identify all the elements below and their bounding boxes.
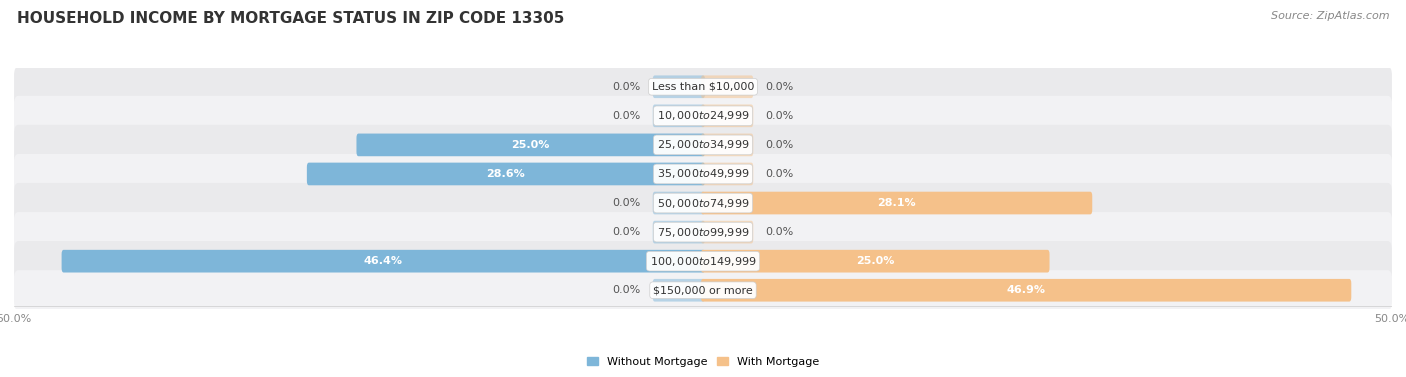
FancyBboxPatch shape [702,133,754,156]
Text: 0.0%: 0.0% [765,111,793,121]
Text: $100,000 to $149,999: $100,000 to $149,999 [650,255,756,268]
FancyBboxPatch shape [702,162,754,185]
FancyBboxPatch shape [652,192,704,215]
Text: 0.0%: 0.0% [765,140,793,150]
FancyBboxPatch shape [14,67,1392,107]
Text: HOUSEHOLD INCOME BY MORTGAGE STATUS IN ZIP CODE 13305: HOUSEHOLD INCOME BY MORTGAGE STATUS IN Z… [17,11,564,26]
Text: 0.0%: 0.0% [765,169,793,179]
Text: 25.0%: 25.0% [512,140,550,150]
FancyBboxPatch shape [62,250,704,273]
FancyBboxPatch shape [14,270,1392,310]
FancyBboxPatch shape [14,96,1392,136]
Text: 46.9%: 46.9% [1007,285,1046,295]
Text: $35,000 to $49,999: $35,000 to $49,999 [657,167,749,181]
Text: 0.0%: 0.0% [613,82,641,92]
Text: Source: ZipAtlas.com: Source: ZipAtlas.com [1271,11,1389,21]
FancyBboxPatch shape [702,75,754,98]
FancyBboxPatch shape [14,241,1392,281]
FancyBboxPatch shape [14,183,1392,223]
Text: 28.6%: 28.6% [486,169,526,179]
Text: 0.0%: 0.0% [765,82,793,92]
Text: $75,000 to $99,999: $75,000 to $99,999 [657,225,749,239]
Text: 28.1%: 28.1% [877,198,915,208]
FancyBboxPatch shape [357,133,704,156]
Text: 0.0%: 0.0% [613,227,641,237]
FancyBboxPatch shape [652,279,704,302]
FancyBboxPatch shape [652,221,704,244]
FancyBboxPatch shape [652,75,704,98]
FancyBboxPatch shape [702,192,1092,215]
FancyBboxPatch shape [307,162,704,185]
Text: Less than $10,000: Less than $10,000 [652,82,754,92]
FancyBboxPatch shape [702,104,754,127]
FancyBboxPatch shape [14,154,1392,194]
FancyBboxPatch shape [702,279,1351,302]
Text: 0.0%: 0.0% [613,198,641,208]
FancyBboxPatch shape [652,104,704,127]
FancyBboxPatch shape [14,125,1392,165]
Text: 25.0%: 25.0% [856,256,894,266]
Text: 0.0%: 0.0% [613,111,641,121]
Legend: Without Mortgage, With Mortgage: Without Mortgage, With Mortgage [582,352,824,371]
Text: 46.4%: 46.4% [364,256,404,266]
Text: $150,000 or more: $150,000 or more [654,285,752,295]
FancyBboxPatch shape [702,250,1049,273]
Text: 0.0%: 0.0% [613,285,641,295]
Text: $25,000 to $34,999: $25,000 to $34,999 [657,138,749,152]
Text: $10,000 to $24,999: $10,000 to $24,999 [657,109,749,122]
Text: $50,000 to $74,999: $50,000 to $74,999 [657,196,749,210]
Text: 0.0%: 0.0% [765,227,793,237]
FancyBboxPatch shape [702,221,754,244]
FancyBboxPatch shape [14,212,1392,252]
